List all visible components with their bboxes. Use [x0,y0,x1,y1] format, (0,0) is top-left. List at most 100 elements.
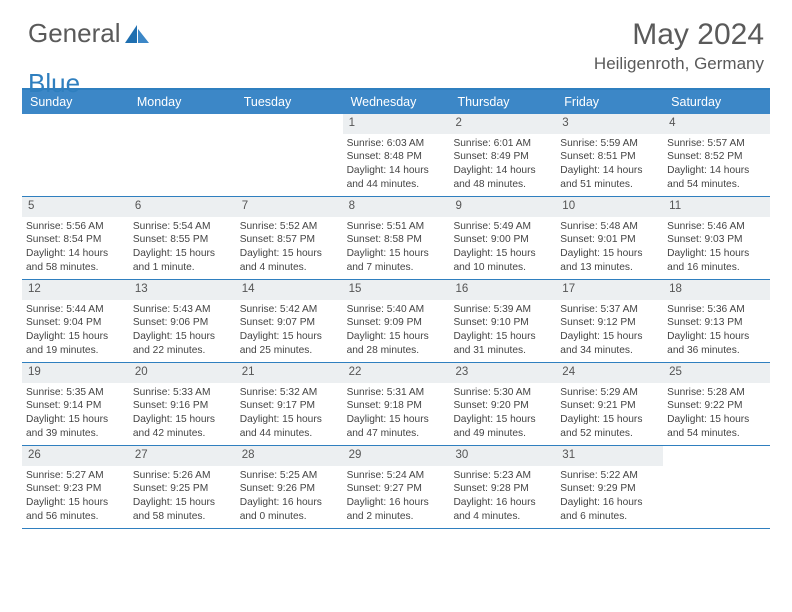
day-cell: 24Sunrise: 5:29 AMSunset: 9:21 PMDayligh… [556,363,663,445]
day-cell: 11Sunrise: 5:46 AMSunset: 9:03 PMDayligh… [663,197,770,279]
sunrise-text: Sunrise: 5:22 AM [560,469,659,483]
day-cell: 3Sunrise: 5:59 AMSunset: 8:51 PMDaylight… [556,114,663,196]
sunset-text: Sunset: 8:57 PM [240,233,339,247]
daylight-text: Daylight: 16 hours and 6 minutes. [560,496,659,524]
sunrise-text: Sunrise: 5:49 AM [453,220,552,234]
day-cell: 28 Sunrise: 5:25 AMSunset: 9:26 PMDayligh… [236,446,343,528]
sunrise-text: Sunrise: 5:28 AM [667,386,766,400]
day-number: 28 [236,446,343,466]
day-number: 31 [556,446,663,466]
daylight-text: Daylight: 15 hours and 56 minutes. [26,496,125,524]
daylight-text: Daylight: 15 hours and 4 minutes. [240,247,339,275]
sunrise-text: Sunrise: 5:33 AM [133,386,232,400]
sunset-text: Sunset: 9:23 PM [26,482,125,496]
sail-icon [123,23,151,45]
day-number: 19 [22,363,129,383]
daylight-text: Daylight: 15 hours and 16 minutes. [667,247,766,275]
daylight-text: Daylight: 14 hours and 48 minutes. [453,164,552,192]
daylight-text: Daylight: 15 hours and 28 minutes. [347,330,446,358]
daylight-text: Daylight: 15 hours and 58 minutes. [133,496,232,524]
sunrise-text: Sunrise: 5:30 AM [453,386,552,400]
daylight-text: Daylight: 15 hours and 19 minutes. [26,330,125,358]
day-number: 3 [556,114,663,134]
sunrise-text: Sunrise: 5:42 AM [240,303,339,317]
daylight-text: Daylight: 15 hours and 13 minutes. [560,247,659,275]
sunrise-text: Sunrise: 5:32 AM [240,386,339,400]
sunrise-text: Sunrise: 5:52 AM [240,220,339,234]
sunrise-text: Sunrise: 5:36 AM [667,303,766,317]
daylight-text: Daylight: 15 hours and 1 minute. [133,247,232,275]
day-cell: 9Sunrise: 5:49 AMSunset: 9:00 PMDaylight… [449,197,556,279]
day-cell: 25Sunrise: 5:28 AMSunset: 9:22 PMDayligh… [663,363,770,445]
day-number: 18 [663,280,770,300]
sunset-text: Sunset: 9:20 PM [453,399,552,413]
sunset-text: Sunset: 9:28 PM [453,482,552,496]
sunset-text: Sunset: 9:27 PM [347,482,446,496]
sunset-text: Sunset: 8:58 PM [347,233,446,247]
sunrise-text: Sunrise: 5:51 AM [347,220,446,234]
day-cell: 16Sunrise: 5:39 AMSunset: 9:10 PMDayligh… [449,280,556,362]
sunset-text: Sunset: 9:06 PM [133,316,232,330]
day-cell: 17Sunrise: 5:37 AMSunset: 9:12 PMDayligh… [556,280,663,362]
day-cell: 10Sunrise: 5:48 AMSunset: 9:01 PMDayligh… [556,197,663,279]
sunrise-text: Sunrise: 5:24 AM [347,469,446,483]
day-cell: 2Sunrise: 6:01 AMSunset: 8:49 PMDaylight… [449,114,556,196]
daylight-text: Daylight: 15 hours and 42 minutes. [133,413,232,441]
day-number: 25 [663,363,770,383]
sunrise-text: Sunrise: 5:48 AM [560,220,659,234]
sunset-text: Sunset: 9:10 PM [453,316,552,330]
sunset-text: Sunset: 9:01 PM [560,233,659,247]
day-number: 16 [449,280,556,300]
brand-logo: General Blue [28,18,151,49]
sunset-text: Sunset: 8:55 PM [133,233,232,247]
day-cell: 5Sunrise: 5:56 AMSunset: 8:54 PMDaylight… [22,197,129,279]
sunset-text: Sunset: 9:09 PM [347,316,446,330]
sunrise-text: Sunrise: 5:31 AM [347,386,446,400]
sunset-text: Sunset: 9:16 PM [133,399,232,413]
sunset-text: Sunset: 9:14 PM [26,399,125,413]
daylight-text: Daylight: 15 hours and 47 minutes. [347,413,446,441]
sunset-text: Sunset: 9:13 PM [667,316,766,330]
sunset-text: Sunset: 9:26 PM [240,482,339,496]
day-cell: 15Sunrise: 5:40 AMSunset: 9:09 PMDayligh… [343,280,450,362]
day-cell: 27Sunrise: 5:26 AMSunset: 9:25 PMDayligh… [129,446,236,528]
week-row: 1Sunrise: 6:03 AMSunset: 8:48 PMDaylight… [22,114,770,197]
day-cell: 13Sunrise: 5:43 AMSunset: 9:06 PMDayligh… [129,280,236,362]
location-label: Heiligenroth, Germany [594,54,764,74]
daylight-text: Daylight: 16 hours and 0 minutes. [240,496,339,524]
daylight-text: Daylight: 15 hours and 10 minutes. [453,247,552,275]
day-number: 17 [556,280,663,300]
day-cell: 14Sunrise: 5:42 AMSunset: 9:07 PMDayligh… [236,280,343,362]
day-number: 26 [22,446,129,466]
sunrise-text: Sunrise: 5:44 AM [26,303,125,317]
sunrise-text: Sunrise: 5:25 AM [240,469,339,483]
day-cell: 4Sunrise: 5:57 AMSunset: 8:52 PMDaylight… [663,114,770,196]
week-row: 12Sunrise: 5:44 AMSunset: 9:04 PMDayligh… [22,280,770,363]
daylight-text: Daylight: 15 hours and 34 minutes. [560,330,659,358]
day-number: 1 [343,114,450,134]
day-cell [129,114,236,196]
weekday-header: Monday [129,90,236,114]
sunrise-text: Sunrise: 5:59 AM [560,137,659,151]
week-row: 5Sunrise: 5:56 AMSunset: 8:54 PMDaylight… [22,197,770,280]
day-cell: 20Sunrise: 5:33 AMSunset: 9:16 PMDayligh… [129,363,236,445]
day-number: 4 [663,114,770,134]
brand-part2: Blue [28,68,80,99]
sunrise-text: Sunrise: 5:23 AM [453,469,552,483]
day-number: 22 [343,363,450,383]
sunset-text: Sunset: 8:52 PM [667,150,766,164]
day-cell: 8Sunrise: 5:51 AMSunset: 8:58 PMDaylight… [343,197,450,279]
day-cell [236,114,343,196]
sunset-text: Sunset: 9:22 PM [667,399,766,413]
sunset-text: Sunset: 9:04 PM [26,316,125,330]
sunset-text: Sunset: 8:51 PM [560,150,659,164]
week-row: 19Sunrise: 5:35 AMSunset: 9:14 PMDayligh… [22,363,770,446]
day-number: 29 [343,446,450,466]
day-number: 6 [129,197,236,217]
day-cell [663,446,770,528]
day-number: 9 [449,197,556,217]
day-cell: 30Sunrise: 5:23 AMSunset: 9:28 PMDayligh… [449,446,556,528]
daylight-text: Daylight: 16 hours and 2 minutes. [347,496,446,524]
weekday-header: Wednesday [343,90,450,114]
day-number: 2 [449,114,556,134]
